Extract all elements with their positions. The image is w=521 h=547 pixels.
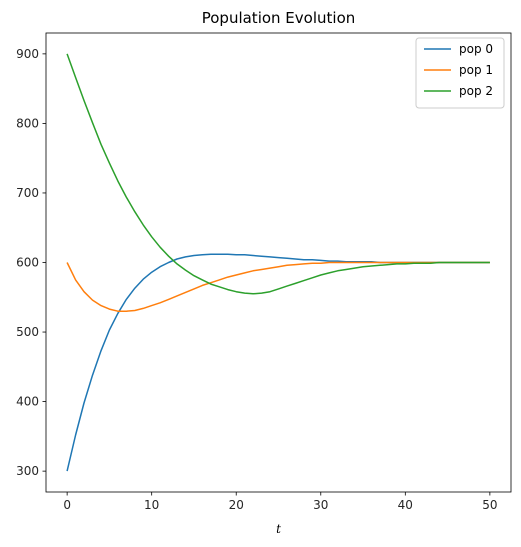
legend-label-1: pop 1 [459,63,493,77]
x-tick-label: 10 [144,498,159,512]
y-tick-label: 500 [16,325,39,339]
legend-label-0: pop 0 [459,42,493,56]
y-axis-ticks: 300 400 500 600 700 800 900 [16,47,46,478]
y-tick-label: 400 [16,395,39,409]
y-tick-label: 700 [16,186,39,200]
x-tick-label: 50 [482,498,497,512]
y-tick-label: 600 [16,256,39,270]
chart-title: Population Evolution [202,9,356,27]
x-axis-label: t [276,522,281,536]
series-line-2 [66,53,490,295]
y-tick-label: 800 [16,116,39,130]
plot-area [66,53,490,472]
x-tick-label: 40 [398,498,413,512]
x-tick-label: 0 [63,498,71,512]
y-tick-label: 900 [16,47,39,61]
legend-label-2: pop 2 [459,84,493,98]
legend: pop 0 pop 1 pop 2 [415,37,505,109]
x-tick-label: 30 [313,498,328,512]
y-tick-label: 300 [16,464,39,478]
x-tick-label: 20 [229,498,244,512]
x-axis-ticks: 0 10 20 30 40 50 [63,492,498,512]
legend-items: pop 0 pop 1 pop 2 [424,42,493,98]
